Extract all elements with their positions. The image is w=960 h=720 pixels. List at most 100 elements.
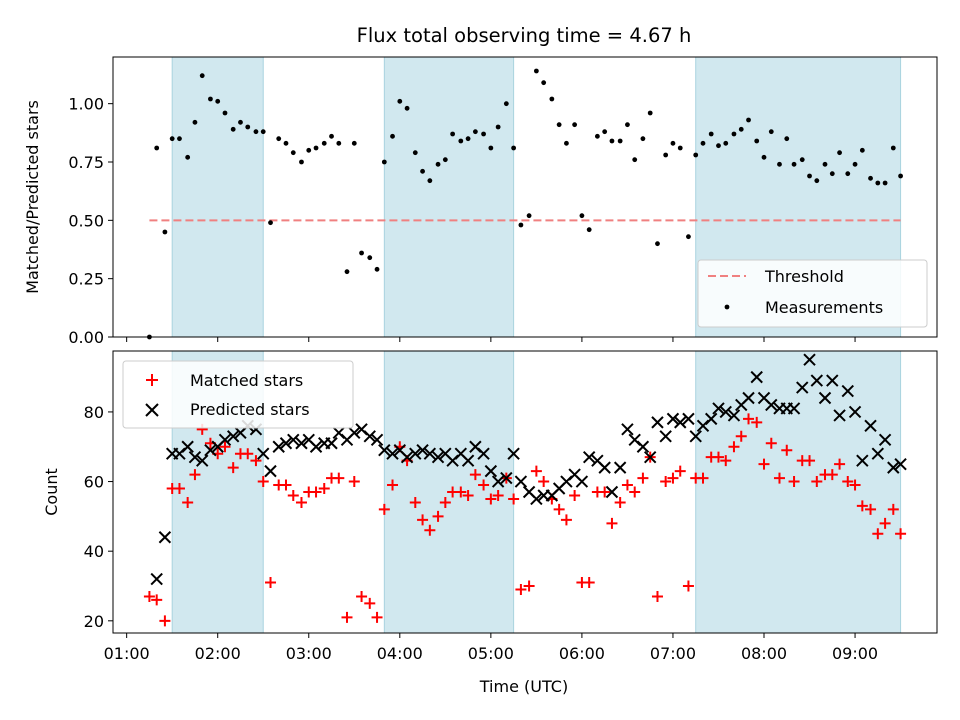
count-series0-point-0 [143,590,155,602]
legend-predicted-swatch [145,403,159,417]
count-series1-point-37 [431,450,445,464]
count-series1-point-10 [226,430,240,443]
ratio-series0-point-51 [533,68,539,74]
count-series0-point-31 [378,503,390,515]
count-series1-point-69 [674,416,687,429]
ratio-series0-point-1 [154,145,160,151]
count-series0-point-68 [660,476,672,488]
count-series1-point-64 [636,440,650,453]
count-series1-point-9 [218,433,232,446]
count-series0-point-29 [364,597,376,609]
ratio-series0-point-29 [367,255,373,261]
ratio-legend: Threshold Measurements [697,259,928,328]
ratio-series0-point-20 [299,159,304,165]
count-x-ticks: 01:00 02:00 03:00 04:00 05:00 06:00 07:00 08:00… [104,633,878,663]
ratio-y-tick-label-4: 1.00 [68,95,104,114]
count-series1-point-47 [507,447,520,460]
count-series1-point-15 [264,464,277,478]
ratio-series0-point-71 [686,234,691,240]
ratio-series0-point-62 [617,138,623,144]
count-series1-point-68 [666,412,680,426]
count-series1-point-33 [400,450,414,464]
count-series1-point-84 [787,402,801,415]
ratio-series0-point-30 [374,266,380,272]
ratio-series0-point-5 [185,154,191,160]
count-series1-point-14 [257,447,270,460]
count-series1-point-34 [409,447,422,460]
count-series0-point-99 [895,528,907,540]
count-series0-point-42 [462,489,474,501]
count-series1-point-5 [188,450,202,464]
count-series1-point-90 [833,409,846,422]
count-series0-point-45 [485,493,497,505]
count-series0-point-39 [439,496,451,508]
count-series0-point-23 [318,483,330,495]
count-series0-point-37 [424,524,436,536]
ratio-series0-point-6 [192,119,198,125]
count-series1-point-71 [689,430,702,443]
count-series0-point-73 [697,472,709,484]
count-series1-point-95 [871,447,885,460]
count-series1-point-4 [181,440,194,453]
count-series0-point-80 [751,416,763,428]
count-series1-point-19 [295,437,308,450]
ratio-series0-point-65 [640,136,646,142]
count-series0-point-91 [834,458,846,470]
count-series0-point-46 [492,489,504,501]
ratio-series0-point-32 [390,133,395,139]
count-series0-point-96 [872,528,884,540]
count-series0-point-14 [250,455,262,467]
count-series0-point-90 [826,469,838,481]
count-y-tick-label-1: 40 [84,542,104,561]
count-series0-point-50 [523,580,535,592]
count-series0-point-61 [606,517,618,529]
ratio-series0-point-41 [458,138,464,144]
count-series0-point-35 [409,496,421,508]
count-series0-point-83 [773,472,785,484]
count-series1-point-87 [810,374,824,387]
ratio-series0-point-8 [208,96,213,102]
count-series1-point-91 [841,384,854,398]
ratio-series0-point-15 [260,129,266,135]
count-series1-point-88 [818,391,832,405]
count-series1-point-17 [279,437,293,450]
count-series0-point-93 [849,479,861,491]
count-series0-point-27 [348,476,360,488]
count-legend-frame [122,360,354,429]
count-series0-point-5 [182,496,194,508]
ratio-series0-point-95 [868,175,873,181]
count-series0-point-55 [560,514,572,526]
count-series0-point-77 [728,441,740,453]
ratio-series0-point-42 [465,136,471,142]
ratio-series0-point-83 [777,161,782,167]
count-series1-point-65 [643,450,657,464]
x-tick-label-1: 02:00 [195,644,241,663]
ratio-series0-point-59 [594,133,600,139]
count-series1-point-94 [864,419,877,433]
count-series0-point-79 [743,413,755,425]
ratio-series0-point-58 [586,227,592,233]
ratio-series0-point-81 [761,154,767,160]
ratio-series0-point-21 [306,147,312,153]
ratio-series0-point-23 [321,140,327,146]
ratio-series0-point-28 [359,250,364,256]
count-series0-point-18 [280,479,292,491]
count-series0-point-82 [765,437,777,449]
ratio-series0-point-70 [677,145,683,151]
count-series0-point-26 [341,611,353,623]
count-series1-point-7 [204,444,217,457]
ratio-series0-point-25 [336,140,342,146]
count-series0-point-2 [159,615,171,627]
count-y-axis-label: Count [42,468,61,516]
ratio-series0-point-33 [397,98,403,104]
count-y-tick-label-0: 20 [84,612,104,631]
ratio-series0-point-31 [381,159,387,165]
ratio-series0-point-27 [351,140,357,146]
ratio-series0-point-36 [420,168,425,174]
ratio-series0-point-69 [670,140,676,146]
count-series0-point-16 [265,577,277,589]
count-series1-point-50 [530,492,543,506]
legend-threshold-label: Threshold [764,267,844,286]
count-y-tick-label-3: 80 [84,403,104,422]
